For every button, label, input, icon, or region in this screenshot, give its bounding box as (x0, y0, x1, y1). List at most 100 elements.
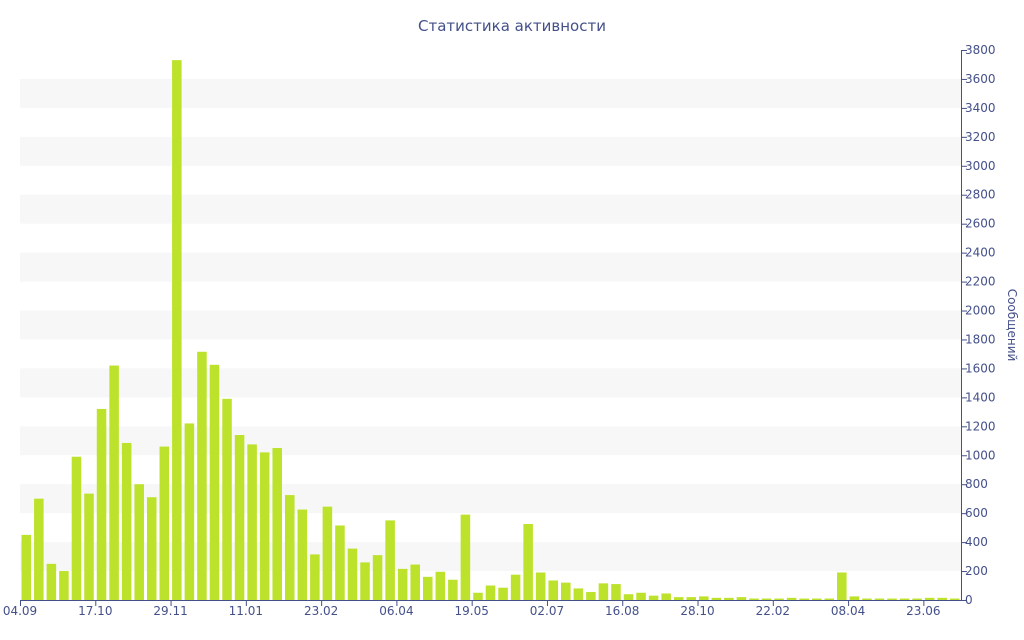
x-tick-label: 19.05 (455, 604, 489, 618)
bar (849, 596, 860, 600)
bar (109, 365, 119, 600)
bar (397, 568, 408, 600)
y-tick-label: 2200 (965, 275, 996, 289)
bar (699, 596, 709, 600)
bar (949, 598, 960, 600)
bar (121, 442, 132, 600)
x-tick-label: 23.06 (906, 604, 940, 618)
bar (561, 582, 571, 600)
bar (749, 598, 759, 600)
bar (611, 584, 621, 600)
bar (59, 571, 69, 600)
bar (284, 495, 295, 600)
y-tick-label: 3200 (965, 130, 996, 144)
x-tick-label: 08.04 (831, 604, 865, 618)
bar (535, 572, 546, 600)
bar (423, 576, 433, 600)
bar (485, 585, 496, 600)
bar (460, 514, 471, 600)
bar (636, 592, 646, 600)
y-tick-label: 1000 (965, 448, 996, 462)
y-axis-label: Сообщений (1005, 289, 1019, 362)
x-tick-label: 16.08 (605, 604, 639, 618)
y-tick-label: 2600 (965, 217, 996, 231)
bar (372, 555, 383, 600)
y-tick-label: 1200 (965, 419, 996, 433)
y-tick-label: 1800 (965, 332, 996, 346)
axes (20, 50, 962, 601)
bar (799, 598, 809, 600)
bar (71, 456, 82, 600)
bar (197, 351, 207, 600)
bar (899, 598, 910, 600)
bar (648, 595, 659, 600)
bar (310, 554, 320, 600)
x-tick-label: 06.04 (379, 604, 413, 618)
bar (272, 448, 282, 600)
y-tick-label: 3600 (965, 72, 996, 86)
bar (34, 498, 44, 600)
bar-series (21, 60, 960, 600)
bar (448, 579, 458, 600)
bar (209, 364, 220, 600)
grid-band (20, 252, 961, 282)
bar (824, 598, 835, 600)
y-tick-label: 600 (965, 506, 988, 520)
bar (523, 524, 533, 600)
bar (46, 563, 57, 600)
bar (786, 597, 797, 600)
bar (247, 444, 257, 600)
bar (473, 592, 483, 600)
y-tick-label: 3400 (965, 101, 996, 115)
bar (761, 598, 772, 600)
bar (811, 598, 822, 600)
y-tick-label: 2800 (965, 188, 996, 202)
bar (347, 548, 358, 600)
bar (84, 493, 94, 600)
bar (673, 597, 684, 600)
y-tick-label: 2000 (965, 304, 996, 318)
y-tick-label: 1400 (965, 390, 996, 404)
bar (661, 593, 671, 600)
y-tick-label: 3800 (965, 43, 996, 57)
bar (862, 598, 872, 600)
bar (736, 597, 747, 600)
bar (222, 398, 232, 600)
bar (435, 571, 446, 600)
bar (548, 580, 559, 600)
bar (724, 597, 734, 600)
x-tick-label: 22.02 (756, 604, 790, 618)
bar (335, 525, 345, 600)
x-tick-label: 04.09 (3, 604, 37, 618)
y-tick-label: 800 (965, 477, 988, 491)
bar (21, 534, 32, 600)
bar (134, 484, 144, 600)
bar (96, 408, 107, 600)
y-tick-label: 400 (965, 535, 988, 549)
x-tick-label: 11.01 (229, 604, 263, 618)
bar (184, 423, 195, 600)
grid-band (20, 78, 961, 108)
chart-title: Статистика активности (418, 17, 606, 35)
bar (774, 598, 784, 600)
bar (410, 564, 420, 600)
bar (623, 594, 634, 600)
grid-band (20, 310, 961, 340)
bar (912, 598, 922, 600)
y-tick-label: 200 (965, 564, 988, 578)
y-tick-label: 2400 (965, 246, 996, 260)
x-tick-label: 02.07 (530, 604, 564, 618)
bar (159, 446, 170, 600)
bar (360, 562, 370, 600)
bar (887, 598, 897, 600)
bar (259, 452, 270, 600)
bar (385, 520, 395, 600)
x-tick-label: 29.11 (153, 604, 187, 618)
bar (711, 597, 722, 600)
bar (234, 435, 245, 600)
x-tick-label: 23.02 (304, 604, 338, 618)
grid-band (20, 136, 961, 166)
y-axis-ticks: 0 200 400 600 800 1000 1200 1400 1600 1800 2000 220… (961, 43, 996, 607)
